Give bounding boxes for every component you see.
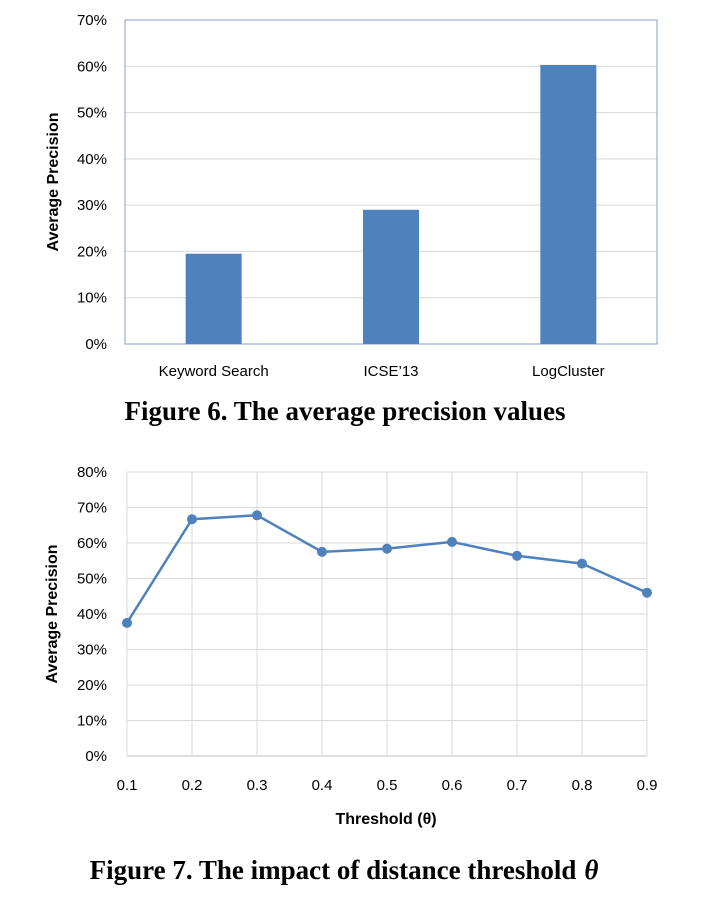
line-chart-x-tick-labels: 0.1 0.2 0.3 0.4 0.5 0.6 0.7 0.8 0.9 — [117, 777, 658, 794]
bar-chart-x-tick-labels: Keyword Search ICSE’13 LogCluster — [159, 363, 605, 380]
line-chart-x-tick-label: 0.6 — [442, 777, 463, 794]
bar-chart-y-tick-label: 70% — [77, 12, 107, 29]
line-chart-y-tick-label: 40% — [77, 606, 107, 623]
bar-chart-y-tick-labels: 0% 10% 20% 30% 40% 50% 60% 70% — [77, 12, 107, 353]
bar-chart-y-tick-label: 0% — [85, 336, 107, 353]
bar-chart-y-tick-label: 40% — [77, 151, 107, 168]
line-chart-x-axis-title: Threshold (θ) — [335, 811, 436, 828]
line-chart-x-tick-label: 0.1 — [117, 777, 138, 794]
line-chart-y-tick-label: 70% — [77, 500, 107, 517]
line-chart-data-point — [577, 558, 587, 569]
bar-chart-y-tick-label: 60% — [77, 58, 107, 75]
bar-chart-bar — [363, 209, 419, 344]
line-chart-x-tick-label: 0.3 — [247, 777, 268, 794]
line-chart-y-tick-label: 80% — [77, 464, 107, 481]
line-chart-data-point — [122, 617, 132, 628]
line-chart-y-tick-label: 20% — [77, 677, 107, 694]
line-chart-gridlines — [126, 471, 648, 757]
line-chart-y-tick-label: 60% — [77, 535, 107, 552]
bar-chart-bars — [185, 64, 597, 344]
line-chart-data-point — [642, 587, 652, 598]
line-chart-y-axis-title: Average Precision — [44, 544, 61, 683]
bar-chart-x-tick-label: Keyword Search — [159, 363, 269, 380]
line-chart: 0%10%20%30%40%50%60%70%80% 0.1 0.2 0.3 0.4 0… — [44, 464, 657, 885]
line-chart-x-tick-label: 0.7 — [507, 777, 528, 794]
bar-chart-y-tick-label: 20% — [77, 243, 107, 260]
line-chart-x-tick-label: 0.9 — [637, 777, 658, 794]
bar-chart-x-tick-label: ICSE’13 — [363, 363, 418, 380]
figure-7-caption: Figure 7. The impact of distance thresho… — [90, 855, 599, 885]
line-chart-data-point — [512, 550, 522, 561]
line-chart-y-tick-label: 50% — [77, 571, 107, 588]
line-chart-x-tick-label: 0.8 — [572, 777, 593, 794]
line-chart-data-point — [252, 510, 262, 521]
line-chart-y-tick-label: 0% — [85, 748, 107, 765]
bar-chart-y-axis-title: Average Precision — [45, 112, 62, 251]
line-chart-data-point — [187, 514, 197, 525]
figure-6-caption: Figure 6. The average precision values — [125, 396, 566, 426]
bar-chart-y-tick-label: 10% — [77, 290, 107, 307]
bar-chart-y-tick-label: 50% — [77, 105, 107, 122]
line-chart-data-points — [122, 510, 652, 628]
line-chart-data-point — [447, 536, 457, 547]
line-chart-data-point — [382, 543, 392, 554]
line-chart-data-point — [317, 546, 327, 557]
bar-chart: 0% 10% 20% 30% 40% 50% 60% 70% Keyword Search IC… — [45, 12, 658, 426]
line-chart-x-tick-label: 0.4 — [312, 777, 333, 794]
figure-7-caption-text: Figure 7. The impact of distance thresho… — [90, 855, 577, 885]
line-chart-x-tick-label: 0.2 — [182, 777, 203, 794]
line-chart-y-tick-label: 10% — [77, 713, 107, 730]
bar-chart-bar — [185, 253, 242, 344]
bar-chart-y-tick-label: 30% — [77, 197, 107, 214]
figure-7-caption-symbol: θ — [584, 855, 598, 885]
bar-chart-bar — [540, 64, 597, 344]
line-chart-x-tick-label: 0.5 — [377, 777, 398, 794]
line-chart-y-tick-labels: 0% 10% 20% 30% 40% 50% 60% 70% 80% — [77, 464, 107, 765]
bar-chart-x-tick-label: LogCluster — [532, 363, 605, 380]
line-chart-y-tick-label: 30% — [77, 642, 107, 659]
